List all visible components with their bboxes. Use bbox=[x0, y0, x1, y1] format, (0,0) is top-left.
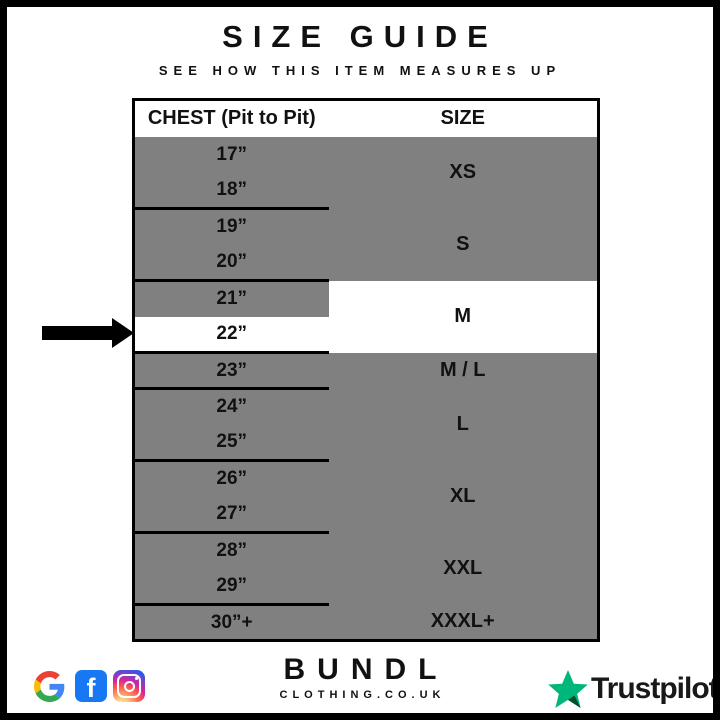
chest-cell: 21” bbox=[133, 280, 329, 317]
facebook-icon: f bbox=[75, 670, 107, 702]
chest-cell: 18” bbox=[133, 172, 329, 210]
arrow-shaft bbox=[42, 326, 114, 340]
table-row: 18” bbox=[133, 172, 599, 210]
trustpilot-label: Trustpilot bbox=[591, 672, 718, 705]
instagram-flash-dot bbox=[135, 677, 138, 680]
chest-cell: 20” bbox=[133, 244, 329, 282]
arrow-head bbox=[112, 318, 134, 348]
brand-name: BUNDL bbox=[283, 653, 449, 686]
facebook-letter: f bbox=[86, 673, 96, 702]
size-chart-table: CHEST (Pit to Pit) SIZE 17” XS 18” 19” S 20” 2… bbox=[132, 98, 600, 642]
size-cell: XXL bbox=[328, 532, 599, 605]
chest-cell: 27” bbox=[133, 496, 329, 534]
size-cell: XL bbox=[328, 460, 599, 533]
table-row: 28” XXL bbox=[133, 532, 599, 605]
chest-cell: 29” bbox=[133, 568, 329, 606]
table-row: 24” L bbox=[133, 388, 599, 461]
size-cell: XXXL+ bbox=[328, 604, 599, 641]
table-row: 22” bbox=[133, 316, 599, 354]
chest-cell: 26” bbox=[133, 460, 329, 497]
size-column-header: SIZE bbox=[328, 99, 599, 137]
size-cell: S bbox=[328, 208, 599, 281]
chest-cell: 28” bbox=[133, 532, 329, 569]
brand-logo: BUNDL CLOTHING.CO.UK bbox=[7, 653, 713, 701]
size-cell: XS bbox=[328, 136, 599, 209]
size-cell: M bbox=[328, 280, 599, 353]
page-title: SIZE GUIDE bbox=[222, 19, 498, 54]
instagram-camera-outline bbox=[117, 674, 141, 698]
current-size-arrow-icon bbox=[42, 318, 134, 348]
table-row: 27” bbox=[133, 496, 599, 534]
size-cell: L bbox=[328, 388, 599, 461]
instagram-camera-lens bbox=[123, 680, 135, 692]
table-row: 19” S bbox=[133, 208, 599, 281]
trustpilot-star-icon bbox=[548, 670, 588, 708]
google-icon bbox=[34, 671, 65, 702]
size-cell: M / L bbox=[328, 352, 599, 389]
table-row: 30”+ XXXL+ bbox=[133, 604, 599, 642]
chest-cell: 19” bbox=[133, 208, 329, 245]
table-row: 20” bbox=[133, 244, 599, 282]
table-row: 26” XL bbox=[133, 460, 599, 533]
chest-cell: 17” bbox=[133, 136, 329, 173]
brand-domain: CLOTHING.CO.UK bbox=[279, 689, 446, 701]
trustpilot-logo: Trustpilot bbox=[548, 670, 718, 708]
page-subtitle: SEE HOW THIS ITEM MEASURES UP bbox=[158, 63, 562, 78]
table-row: 25” bbox=[133, 424, 599, 462]
chest-column-header: CHEST (Pit to Pit) bbox=[133, 99, 329, 137]
chest-cell: 24” bbox=[133, 388, 329, 425]
table-row: 23” M / L bbox=[133, 352, 599, 390]
chest-cell: 23” bbox=[133, 352, 329, 390]
table-row: 21” M bbox=[133, 280, 599, 353]
instagram-icon bbox=[113, 670, 145, 702]
table-row: 29” bbox=[133, 568, 599, 606]
chest-cell: 25” bbox=[133, 424, 329, 462]
chest-cell: 22” bbox=[133, 316, 329, 354]
chest-cell: 30”+ bbox=[133, 604, 329, 642]
table-row: 17” XS bbox=[133, 136, 599, 209]
